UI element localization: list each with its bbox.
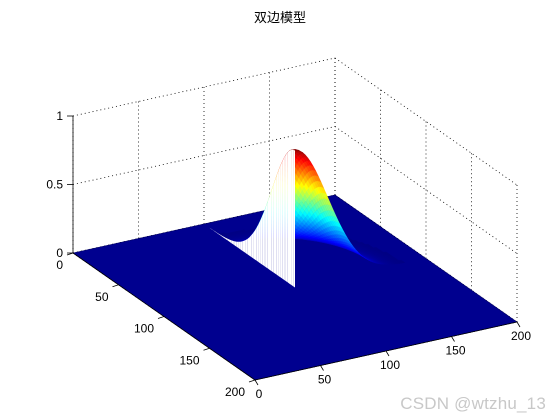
surface-step-face bbox=[222, 235, 224, 238]
chart-title: 双边模型 bbox=[254, 11, 306, 26]
tick-labels: 0 50 100 150 200 0 50 100 150 200 0 0.5 1 bbox=[46, 109, 531, 401]
surface-step-face bbox=[264, 206, 266, 268]
surface-step-face bbox=[287, 150, 290, 284]
x-tick-mark bbox=[385, 350, 390, 357]
grid-line bbox=[334, 126, 518, 254]
z-tick-label: 0.5 bbox=[46, 178, 63, 192]
surface-step-face bbox=[289, 149, 292, 285]
z-tick-label: 0 bbox=[56, 246, 63, 260]
surface-step-face bbox=[265, 201, 268, 269]
surface-step-face bbox=[256, 224, 259, 263]
y-tick-label: 0 bbox=[56, 258, 63, 272]
surface-step-face bbox=[291, 149, 294, 287]
surface-step-face bbox=[267, 196, 270, 270]
surface-step-face bbox=[282, 157, 285, 280]
y-tick-mark bbox=[248, 379, 256, 383]
y-tick-label: 150 bbox=[179, 353, 199, 367]
surface-step-face bbox=[242, 240, 244, 252]
surface-step-face bbox=[293, 149, 295, 288]
watermark-text: CSDN @wtzhu_13 bbox=[400, 394, 546, 413]
surface-step-face bbox=[260, 216, 263, 265]
surface-step-face bbox=[238, 241, 241, 250]
x-tick-label: 150 bbox=[445, 344, 465, 358]
surface-step-face bbox=[244, 239, 246, 254]
surface-step-face bbox=[220, 234, 223, 237]
surface-step-face bbox=[273, 180, 275, 274]
surface-step-face bbox=[253, 230, 255, 260]
surface-step-face bbox=[275, 175, 277, 275]
x-tick-mark bbox=[451, 336, 455, 342]
y-tick-label: 200 bbox=[225, 385, 245, 399]
surface-step-face bbox=[211, 228, 214, 231]
surface-step-face bbox=[231, 240, 234, 245]
surface-step-face bbox=[209, 227, 212, 230]
surface-step-face bbox=[205, 225, 208, 227]
surface-step-face bbox=[218, 233, 221, 236]
surface-step-face bbox=[271, 185, 274, 273]
y-tick-mark bbox=[112, 284, 119, 288]
y-tick-mark bbox=[157, 316, 165, 319]
y-tick-label: 100 bbox=[134, 322, 154, 336]
surface-step-face bbox=[240, 241, 243, 251]
surface-step-face bbox=[285, 152, 288, 283]
surface-step-face bbox=[262, 211, 265, 266]
surface-step-face bbox=[236, 241, 239, 249]
surface-step-face bbox=[245, 238, 248, 255]
y-tick-mark bbox=[203, 347, 210, 351]
surface-step-face bbox=[276, 170, 279, 277]
x-tick-mark bbox=[254, 379, 259, 386]
surface-step-face bbox=[284, 154, 286, 282]
surface-step-face bbox=[207, 226, 210, 228]
surface-step-face bbox=[280, 161, 283, 279]
x-tick-mark bbox=[320, 365, 324, 371]
x-tick-label: 50 bbox=[318, 373, 332, 387]
surface-step-face bbox=[247, 237, 250, 256]
z-tick-label: 1 bbox=[56, 109, 63, 123]
x-tick-mark bbox=[516, 321, 521, 328]
surface-step-face bbox=[258, 220, 261, 264]
surface-step-face bbox=[204, 224, 206, 226]
x-tick-label: 200 bbox=[511, 329, 531, 343]
surface-step-face bbox=[233, 240, 235, 246]
x-tick-label: 100 bbox=[380, 358, 400, 372]
surface-step-face bbox=[224, 236, 226, 240]
x-tick-label: 0 bbox=[256, 387, 263, 401]
grid-line bbox=[72, 57, 336, 117]
surface-step-face bbox=[216, 232, 219, 235]
surface-step-face bbox=[269, 191, 272, 271]
surface-step-face bbox=[227, 238, 230, 242]
surface-step-face bbox=[225, 237, 228, 241]
y-tick-label: 50 bbox=[95, 290, 109, 304]
grid-line bbox=[334, 57, 518, 186]
surface-step-face bbox=[234, 241, 237, 247]
surface-step-face bbox=[251, 233, 254, 259]
surface-step-face bbox=[255, 227, 257, 261]
surface-step-face bbox=[278, 165, 281, 278]
surface-step-face bbox=[213, 230, 215, 232]
surface-step-face bbox=[249, 235, 252, 257]
surface-step-face bbox=[229, 239, 232, 244]
surface-mesh bbox=[72, 149, 518, 381]
surface-step-face bbox=[214, 231, 217, 233]
grid-line bbox=[72, 126, 336, 185]
